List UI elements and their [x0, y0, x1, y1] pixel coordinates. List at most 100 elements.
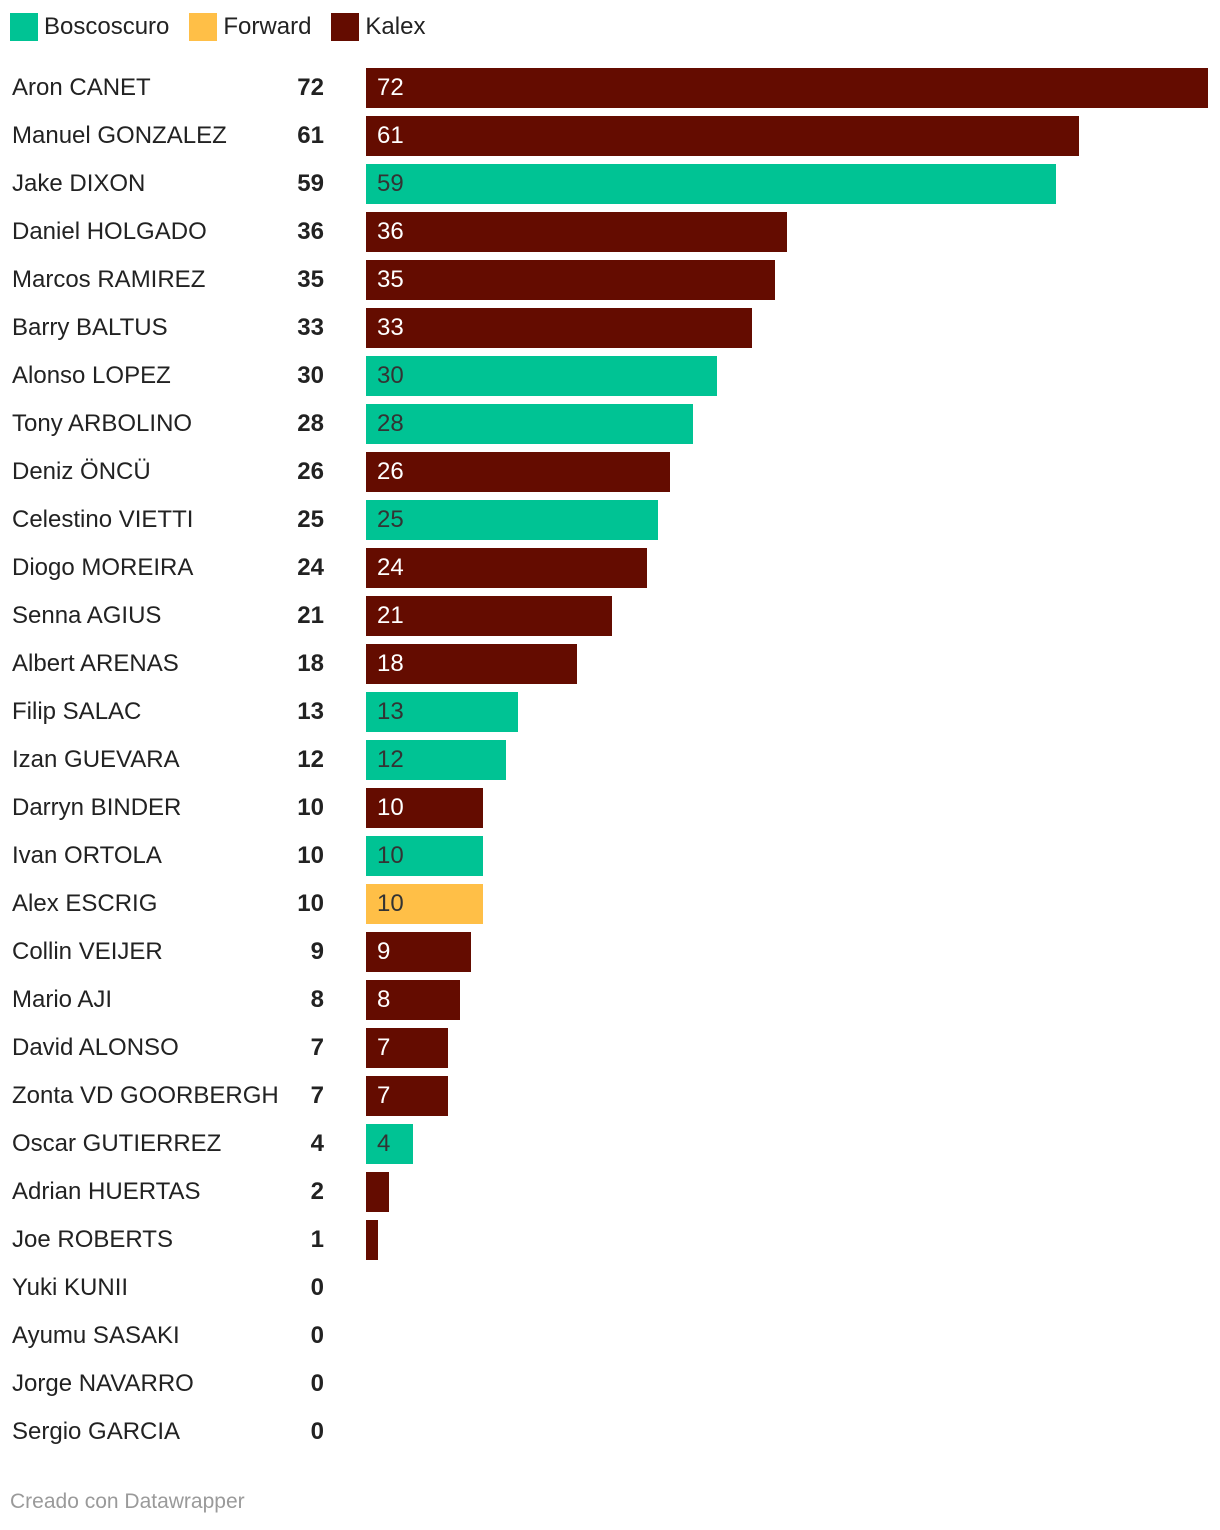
category-label: Tony ARBOLINO — [12, 410, 193, 437]
value-label: 4 — [310, 1130, 324, 1157]
chart-row: Filip SALAC 13 13 — [0, 692, 1220, 732]
category-label: Izan GUEVARA — [12, 746, 180, 773]
category-label: Albert ARENAS — [12, 650, 179, 677]
category-label: Marcos RAMIREZ — [12, 266, 206, 293]
chart-row: Daniel HOLGADO 36 36 — [0, 212, 1220, 252]
legend-item: Forward — [189, 10, 311, 44]
bar-data-label: 7 — [377, 1082, 391, 1109]
value-label: 21 — [297, 602, 324, 629]
category-label: Ivan ORTOLA — [12, 842, 162, 869]
value-label: 10 — [297, 890, 324, 917]
bar: 10 — [366, 788, 483, 828]
chart-row: Joe ROBERTS 1 — [0, 1220, 1220, 1260]
bar: 12 — [366, 740, 506, 780]
chart-row: Alex ESCRIG 10 10 — [0, 884, 1220, 924]
bar: 13 — [366, 692, 518, 732]
bar: 9 — [366, 932, 471, 972]
value-label: 28 — [297, 410, 324, 437]
value-label: 1 — [310, 1226, 324, 1253]
bar: 8 — [366, 980, 460, 1020]
bar: 25 — [366, 500, 658, 540]
bar — [366, 1220, 378, 1260]
bar: 35 — [366, 260, 775, 300]
bar: 21 — [366, 596, 612, 636]
value-label: 7 — [310, 1082, 324, 1109]
bar: 7 — [366, 1028, 448, 1068]
value-label: 72 — [297, 74, 324, 101]
bar-data-label: 24 — [377, 554, 404, 581]
value-label: 0 — [310, 1322, 324, 1349]
legend-swatch — [331, 13, 360, 41]
category-label: Darryn BINDER — [12, 794, 182, 821]
chart-row: Sergio GARCIA 0 — [0, 1412, 1220, 1452]
value-label: 59 — [297, 170, 324, 197]
bar: 4 — [366, 1124, 413, 1164]
value-label: 0 — [310, 1370, 324, 1397]
chart-row: Aron CANET 72 72 — [0, 68, 1220, 108]
bar-data-label: 28 — [377, 410, 404, 437]
value-label: 0 — [310, 1274, 324, 1301]
category-label: Barry BALTUS — [12, 314, 168, 341]
legend-label: Forward — [223, 13, 312, 40]
category-label: Aron CANET — [12, 74, 151, 101]
bar-data-label: 21 — [377, 602, 404, 629]
chart-row: Darryn BINDER 10 10 — [0, 788, 1220, 828]
chart-row: David ALONSO 7 7 — [0, 1028, 1220, 1068]
chart-row: Jake DIXON 59 59 — [0, 164, 1220, 204]
value-label: 8 — [310, 986, 324, 1013]
category-label: Sergio GARCIA — [12, 1418, 181, 1445]
bar: 72 — [366, 68, 1208, 108]
value-label: 13 — [297, 698, 324, 725]
bar: 33 — [366, 308, 752, 348]
bar: 59 — [366, 164, 1056, 204]
chart-row: Yuki KUNII 0 — [0, 1268, 1220, 1308]
bar-data-label: 10 — [377, 890, 404, 917]
bar: 30 — [366, 356, 717, 396]
value-label: 36 — [297, 218, 324, 245]
chart-row: Ayumu SASAKI 0 — [0, 1316, 1220, 1356]
legend-item: Kalex — [331, 10, 425, 44]
bar-data-label: 7 — [377, 1034, 391, 1061]
bar: 7 — [366, 1076, 448, 1116]
chart-row: Mario AJI 8 8 — [0, 980, 1220, 1020]
legend-swatch — [189, 13, 218, 41]
legend-swatch — [10, 13, 38, 41]
legend-label: Kalex — [365, 13, 426, 40]
category-label: Mario AJI — [12, 986, 113, 1013]
bar: 18 — [366, 644, 577, 684]
value-label: 33 — [297, 314, 324, 341]
category-label: Adrian HUERTAS — [12, 1178, 201, 1205]
value-label: 18 — [297, 650, 324, 677]
category-label: Deniz ÖNCÜ — [12, 458, 151, 485]
chart-row: Celestino VIETTI 25 25 — [0, 500, 1220, 540]
bar-data-label: 10 — [377, 842, 404, 869]
bar-data-label: 30 — [377, 362, 404, 389]
chart-row: Jorge NAVARRO 0 — [0, 1364, 1220, 1404]
value-label: 2 — [310, 1178, 324, 1205]
chart-row: Adrian HUERTAS 2 — [0, 1172, 1220, 1212]
value-label: 25 — [297, 506, 324, 533]
category-label: Celestino VIETTI — [12, 506, 194, 533]
chart-row: Tony ARBOLINO 28 28 — [0, 404, 1220, 444]
category-label: Manuel GONZALEZ — [12, 122, 227, 149]
chart-row: Oscar GUTIERREZ 4 4 — [0, 1124, 1220, 1164]
chart-row: Marcos RAMIREZ 35 35 — [0, 260, 1220, 300]
bar: 36 — [366, 212, 787, 252]
value-label: 10 — [297, 794, 324, 821]
bar-data-label: 10 — [377, 794, 404, 821]
chart-row: Alonso LOPEZ 30 30 — [0, 356, 1220, 396]
chart-row: Zonta VD GOORBERGH 7 7 — [0, 1076, 1220, 1116]
bar-data-label: 35 — [377, 266, 404, 293]
chart-row: Deniz ÖNCÜ 26 26 — [0, 452, 1220, 492]
chart-row: Izan GUEVARA 12 12 — [0, 740, 1220, 780]
category-label: Jake DIXON — [12, 170, 146, 197]
bar-data-label: 9 — [377, 938, 391, 965]
bar-data-label: 4 — [377, 1130, 391, 1157]
legend-item: Boscoscuro — [10, 10, 169, 44]
category-label: Daniel HOLGADO — [12, 218, 207, 245]
bar: 26 — [366, 452, 670, 492]
category-label: Filip SALAC — [12, 698, 142, 725]
value-label: 35 — [297, 266, 324, 293]
bar-data-label: 26 — [377, 458, 404, 485]
bar-data-label: 12 — [377, 746, 404, 773]
